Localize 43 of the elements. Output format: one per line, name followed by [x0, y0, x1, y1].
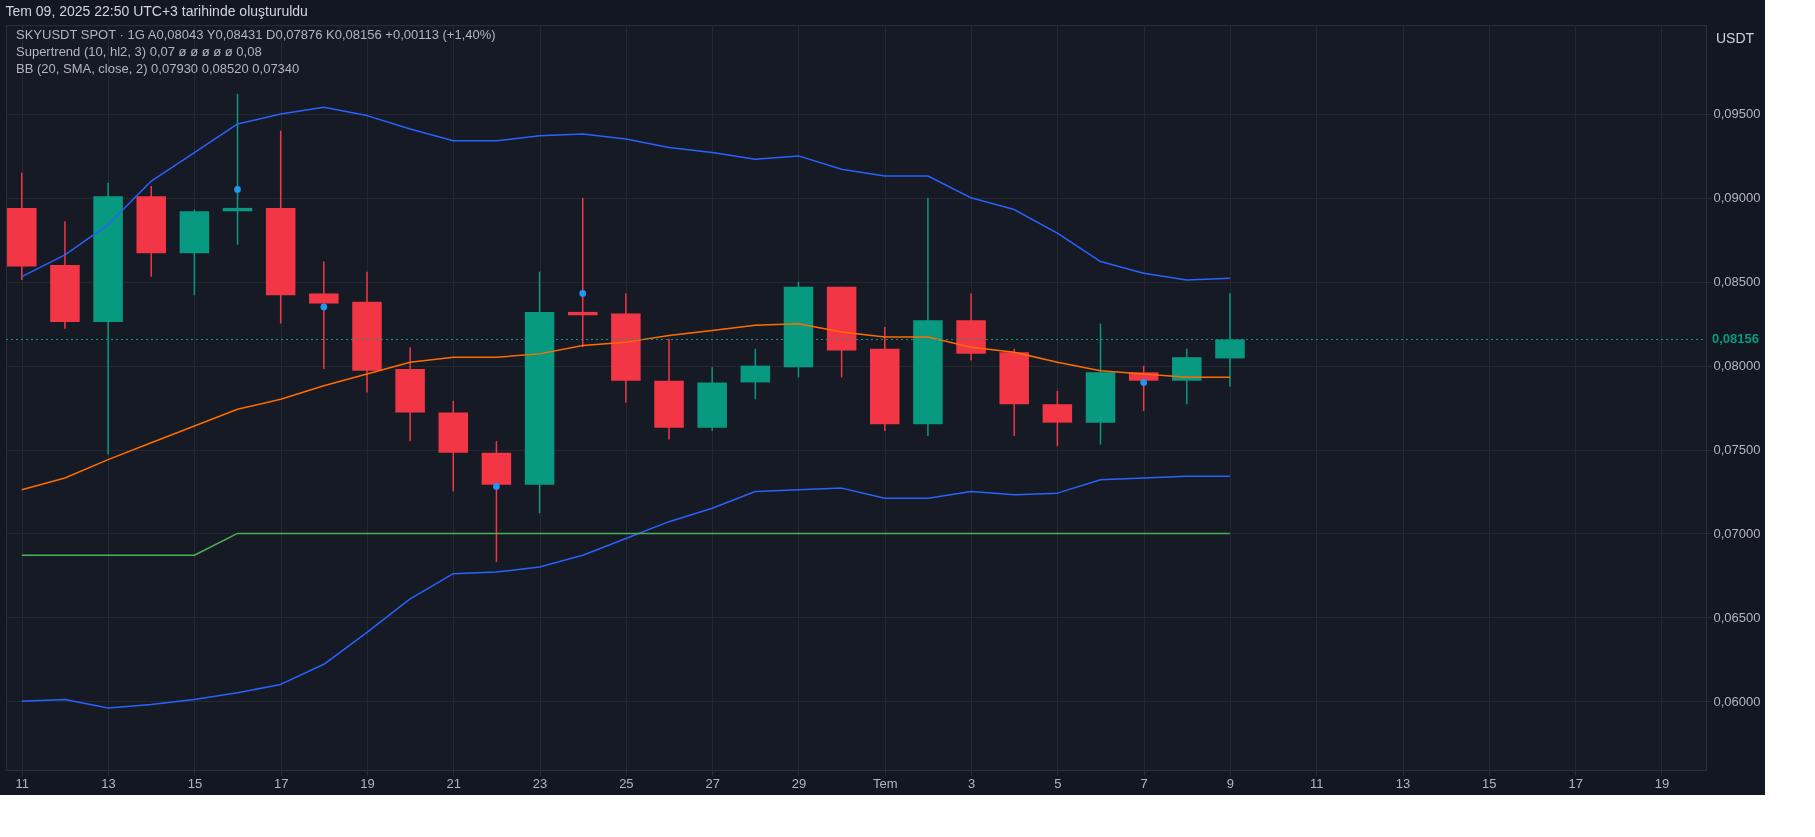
- x-tick-label: 11: [1310, 775, 1324, 791]
- annotation: Supertrend (10, hl2, 3) 0,07 ø ø ø ø ø 0,08: [16, 44, 262, 59]
- x-tick-label: 15: [187, 775, 203, 791]
- y-tick-label: 0,06500: [1713, 609, 1761, 625]
- candlestick: [309, 260, 339, 370]
- x-tick-label: 19: [1654, 775, 1670, 791]
- line-series: [21, 475, 1231, 709]
- x-tick-label: 25: [619, 775, 634, 791]
- point: [1140, 379, 1148, 386]
- x-tick-label: 29: [791, 775, 807, 791]
- chart-title: Tem 09, 2025 22:50 UTC+3 tarihinde oluşturuldu: [5, 3, 308, 19]
- line-series: [21, 322, 1231, 491]
- x-tick-label: 23: [532, 775, 548, 791]
- x-tick-label: 3: [967, 775, 976, 791]
- y-tick-label: 0,06000: [1713, 693, 1761, 709]
- point: [320, 303, 328, 311]
- x-tick-label: 17: [273, 775, 289, 791]
- text: USDT: [1716, 30, 1755, 46]
- y-tick-label: 0,08500: [1713, 274, 1761, 290]
- x-tick-label: Tem: [872, 775, 898, 791]
- y-tick-label: 0,07000: [1713, 525, 1761, 541]
- x-tick-label: 9: [1226, 775, 1235, 791]
- annotation: BB (20, SMA, close, 2) 0,07930 0,08520 0,07340: [16, 61, 300, 76]
- x-tick-label: 11: [15, 775, 30, 791]
- x-tick-label: 15: [1482, 775, 1497, 791]
- y-tick-label: 0,09000: [1713, 190, 1761, 206]
- x-tick-label: 21: [446, 775, 462, 791]
- x-tick-label: 5: [1054, 775, 1062, 791]
- point: [579, 290, 587, 297]
- x-tick-label: 19: [360, 775, 375, 791]
- y-tick-label: 0,08000: [1713, 358, 1761, 374]
- x-tick-label: 13: [1395, 775, 1411, 791]
- line-series: [21, 106, 1231, 281]
- ref-line-label: 0,08156: [1712, 331, 1759, 347]
- x-tick-label: 13: [101, 775, 116, 791]
- x-tick-label: 7: [1140, 775, 1148, 791]
- point: [493, 483, 500, 490]
- y-tick-label: 0,07500: [1713, 442, 1761, 458]
- x-tick-label: 17: [1568, 775, 1583, 791]
- point: [234, 186, 241, 193]
- annotation: SKYUSDT SPOT · 1G A0,08043 Y0,08431 D0,07876 K0,08156 +0,00113 (+1,40%): [16, 27, 496, 42]
- x-tick-label: 27: [705, 775, 720, 791]
- y-tick-label: 0,09500: [1713, 106, 1761, 122]
